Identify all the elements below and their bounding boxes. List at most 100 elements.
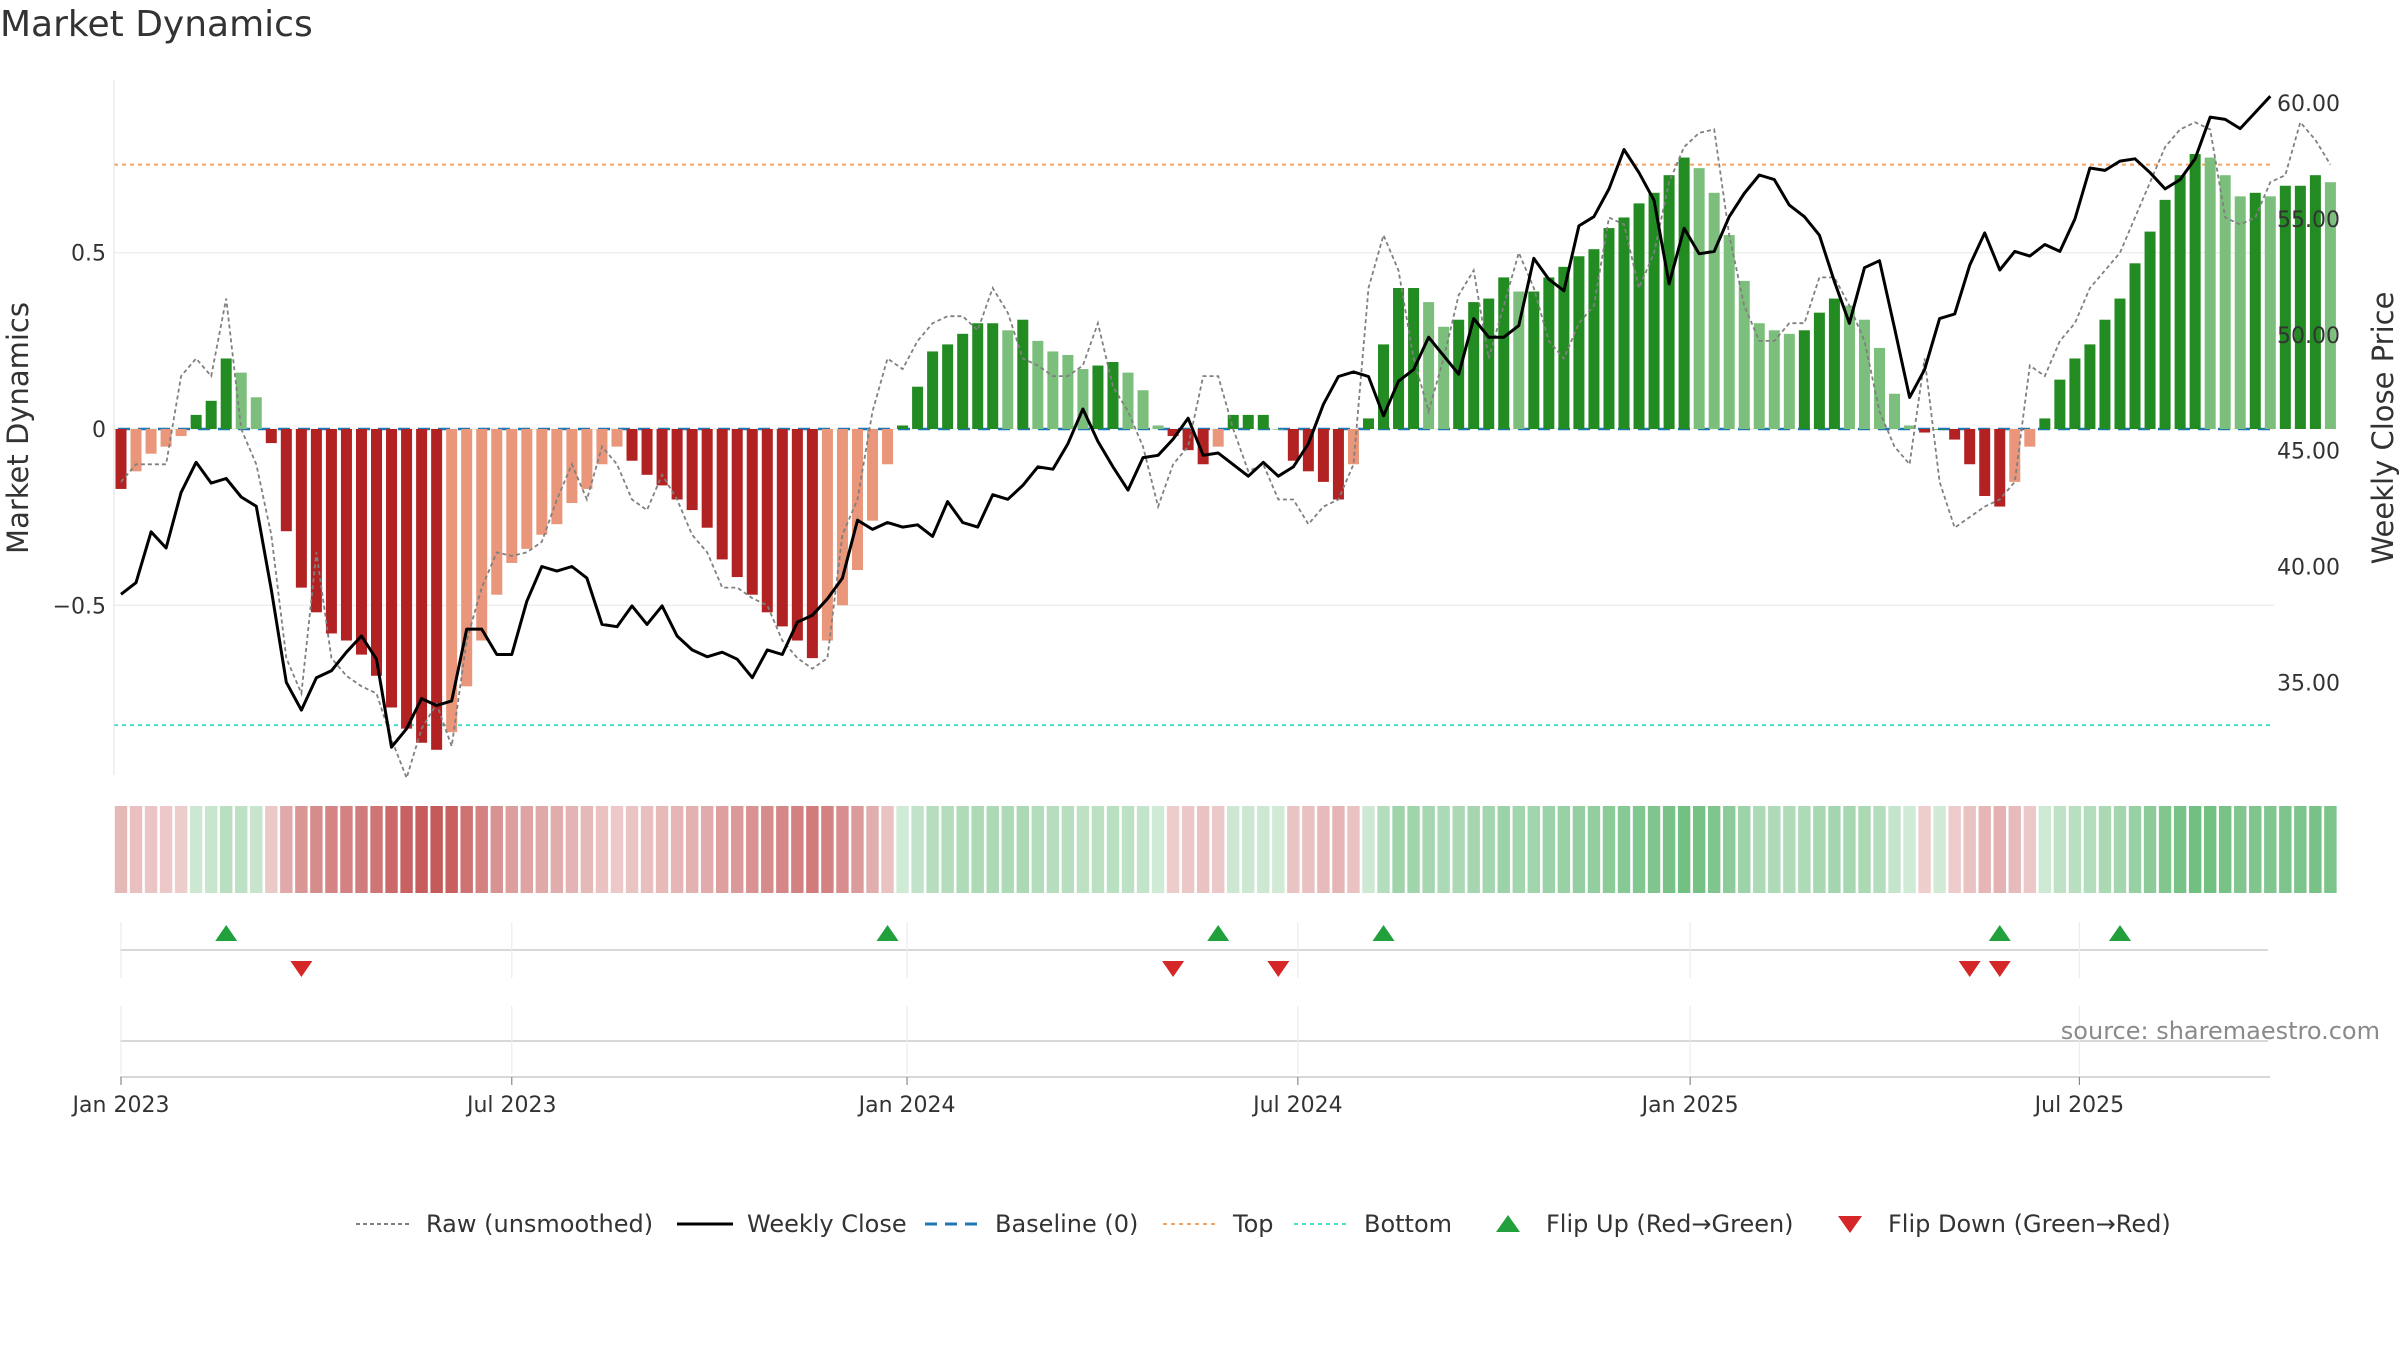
strip-cell-123: [1963, 806, 1976, 893]
strip-cell-14: [325, 806, 338, 893]
strip-cell-5: [189, 806, 203, 893]
bar-131: [2084, 344, 2096, 429]
strip-cell-36: [655, 806, 669, 893]
strip-cell-125: [1993, 806, 2006, 893]
close-series: [120, 95, 2272, 749]
bar-70: [1167, 429, 1179, 437]
strip-cell-146: [2309, 806, 2322, 893]
bar-38: [686, 429, 698, 511]
strip-cell-8: [235, 806, 248, 893]
bar-74: [1227, 414, 1239, 429]
strip-cell-26: [505, 806, 518, 893]
strip-cell-55: [941, 806, 954, 893]
bar-143: [2264, 196, 2276, 429]
strip-cell-134: [2128, 806, 2142, 893]
strip-cell-51: [881, 806, 894, 893]
strip-cell-44: [776, 806, 789, 893]
bar-96: [1558, 266, 1570, 429]
bar-8: [235, 372, 247, 429]
y2-tick-label: 45.00: [2277, 440, 2340, 465]
bar-64: [1077, 369, 1089, 429]
strip-cell-2: [144, 806, 158, 893]
strip-cell-18: [385, 806, 398, 893]
bar-104: [1678, 157, 1690, 430]
chart-title: Market Dynamics: [0, 4, 313, 45]
raw-series: [120, 120, 2332, 781]
strip-cell-91: [1482, 806, 1495, 893]
bar-45: [791, 429, 803, 641]
bar-28: [536, 429, 548, 535]
bar-63: [1062, 354, 1074, 429]
strip-cell-48: [836, 806, 849, 893]
x-axis: Jan 2023 Jul 2023 Jan 2024 Jul 2024 Jan 2025…: [71, 1077, 2124, 1118]
bar-60: [1017, 319, 1029, 429]
strip-cell-94: [1527, 806, 1541, 893]
strip-cell-11: [280, 806, 293, 893]
bar-120: [1919, 429, 1931, 433]
bar-103: [1663, 175, 1675, 429]
strip-cell-17: [370, 806, 383, 893]
flip-down-marker: [1267, 961, 1290, 977]
bar-141: [2234, 196, 2246, 429]
bar-50: [867, 429, 878, 521]
strip-cell-24: [475, 806, 488, 893]
strip-cell-118: [1888, 806, 1901, 893]
strip-cell-115: [1843, 806, 1856, 893]
axes: 0.5 0 −0.5 60.00 55.00 50.00 45.00 40.00 35.00 Ma…: [1, 80, 2400, 775]
bar-34: [626, 429, 638, 461]
strip-cell-4: [174, 806, 188, 893]
bar-127: [2024, 429, 2036, 447]
strip-cell-35: [640, 806, 654, 893]
bar-119: [1904, 425, 1916, 429]
bar-113: [1813, 312, 1825, 429]
bar-78: [1287, 429, 1299, 461]
strip-cell-108: [1738, 806, 1751, 893]
bar-76: [1257, 414, 1269, 429]
strip-cell-50: [866, 806, 879, 893]
strip-cell-96: [1557, 806, 1571, 893]
bar-140: [2219, 175, 2231, 429]
bar-137: [2174, 175, 2186, 429]
flip-panel: [120, 922, 2270, 1078]
legend-item-bottom: Bottom: [1294, 1210, 1452, 1238]
bar-43: [761, 429, 773, 613]
strip-cell-78: [1287, 806, 1300, 893]
strip-cell-54: [926, 806, 939, 893]
strip-cell-75: [1242, 806, 1255, 893]
bar-125: [1994, 429, 2006, 507]
bar-83: [1362, 418, 1374, 429]
legend-label: Baseline (0): [995, 1210, 1138, 1238]
bar-31: [581, 429, 593, 489]
strip-cell-10: [265, 806, 278, 893]
bar-81: [1332, 429, 1344, 500]
bar-88: [1438, 326, 1450, 429]
bars: [115, 154, 2336, 750]
strip-cell-114: [1828, 806, 1841, 893]
strip-cell-126: [2008, 806, 2021, 893]
legend: Raw (unsmoothed) Weekly Close Baseline (0)…: [356, 1210, 2171, 1238]
bar-109: [1753, 323, 1765, 429]
bar-132: [2099, 319, 2111, 429]
strip-cell-128: [2038, 806, 2052, 893]
strip-cell-32: [595, 806, 609, 893]
flip-up-marker: [1372, 925, 1395, 941]
legend-label: Top: [1232, 1210, 1274, 1238]
strip-cell-93: [1512, 806, 1525, 893]
strip-cell-47: [821, 806, 834, 893]
bar-72: [1197, 429, 1209, 465]
bar-145: [2294, 185, 2306, 429]
strip-cell-76: [1257, 806, 1270, 893]
strip-cell-42: [746, 806, 759, 893]
bar-75: [1242, 414, 1254, 429]
bar-108: [1738, 280, 1750, 429]
strip-cell-38: [685, 806, 699, 893]
strip-cell-43: [761, 806, 774, 893]
strip-cell-33: [610, 806, 624, 893]
bar-16: [355, 429, 367, 655]
strip-cell-74: [1227, 806, 1240, 893]
strip-cell-46: [806, 806, 819, 893]
bar-147: [2324, 182, 2336, 429]
bar-27: [521, 429, 533, 549]
flip-up-marker: [1988, 925, 2011, 941]
bar-10: [265, 429, 277, 444]
